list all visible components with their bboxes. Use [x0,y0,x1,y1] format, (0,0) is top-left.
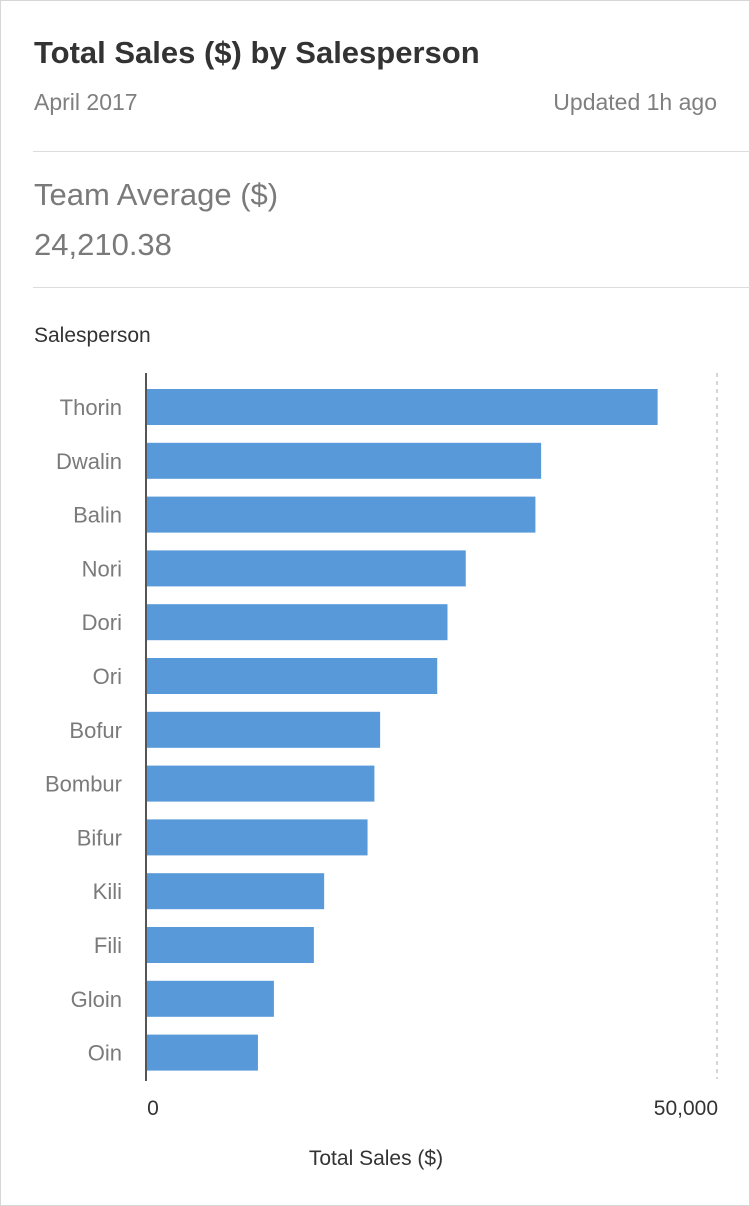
category-label-balin: Balin [73,503,122,528]
bar-thorin [146,389,658,425]
x-axis-title: Total Sales ($) [308,1147,444,1170]
bar-nori [146,550,466,587]
category-label-kili: Kili [93,879,122,904]
bar-kili [146,873,325,910]
category-label-thorin: Thorin [60,395,122,420]
bar-dwalin [146,442,542,479]
bar-gloin [146,980,274,1017]
updated-timestamp: Updated 1h ago [553,89,717,115]
category-label-dwalin: Dwalin [56,449,122,474]
summary-divider [33,287,750,288]
bar-oin [146,1034,258,1071]
category-label-nori: Nori [82,556,122,581]
team-average-label: Team Average ($) [34,177,279,212]
bar-chart: Thorin Dwalin Balin Nori Dori Ori Bofur Bombur B… [45,373,718,1120]
x-tick-label-0: 0 [147,1097,159,1120]
period-label: April 2017 [34,89,138,115]
bar-dori [146,604,448,641]
team-average-value: 24,210.38 [34,227,172,262]
category-label-bifur: Bifur [77,825,122,850]
bar-fili [146,927,314,963]
category-label-bombur: Bombur [45,772,122,797]
y-axis-title: Salesperson [34,324,151,347]
bar-bifur [146,819,368,856]
x-tick-label-1: 50,000 [654,1097,718,1120]
category-label-bofur: Bofur [69,718,122,743]
bar-ori [146,658,438,694]
category-label-dori: Dori [82,610,122,635]
category-label-gloin: Gloin [71,987,122,1012]
category-label-oin: Oin [88,1041,122,1066]
bar-bombur [146,765,375,802]
category-label-fili: Fili [94,933,122,958]
chart-title: Total Sales ($) by Salesperson [34,35,480,70]
bar-bofur [146,711,381,748]
category-label-ori: Ori [93,664,122,689]
bar-balin [146,496,536,533]
header-divider [33,151,750,152]
